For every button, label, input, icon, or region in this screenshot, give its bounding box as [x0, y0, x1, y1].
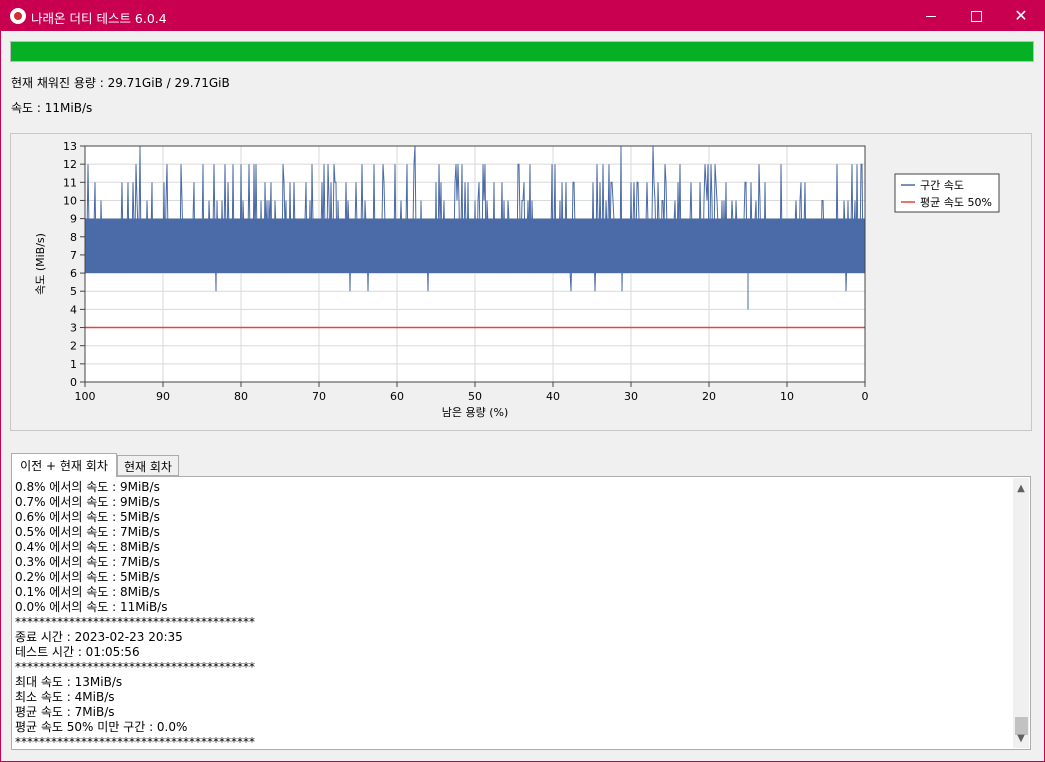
- legend-label: 평균 속도 50%: [920, 196, 992, 209]
- y-tick-label: 7: [70, 249, 77, 262]
- log-line: 0.4% 에서의 속도 : 8MiB/s: [15, 540, 160, 554]
- log-line: 0.8% 에서의 속도 : 9MiB/s: [15, 480, 160, 494]
- y-tick-label: 13: [63, 140, 77, 153]
- log-scrollbar[interactable]: ▲ ▼: [1013, 478, 1029, 748]
- log-line: 0.3% 에서의 속도 : 7MiB/s: [15, 555, 160, 569]
- log-lines: 0.8% 에서의 속도 : 9MiB/s 0.7% 에서의 속도 : 9MiB/s…: [15, 480, 255, 749]
- minimize-button[interactable]: [908, 1, 954, 31]
- y-tick-label: 2: [70, 340, 77, 353]
- scroll-thumb[interactable]: [1015, 717, 1028, 735]
- log-line: 0.5% 에서의 속도 : 7MiB/s: [15, 525, 160, 539]
- log-textbox[interactable]: 0.8% 에서의 속도 : 9MiB/s 0.7% 에서의 속도 : 9MiB/s…: [11, 476, 1031, 750]
- tab-current[interactable]: 현재 회차: [117, 455, 179, 476]
- scroll-down-arrow-icon[interactable]: ▼: [1017, 732, 1025, 744]
- progress-fill: [11, 42, 1033, 61]
- log-line: 평균 속도 : 7MiB/s: [15, 705, 115, 719]
- log-line: 최소 속도 : 4MiB/s: [15, 690, 115, 704]
- y-tick-label: 9: [70, 213, 77, 226]
- log-line: 0.1% 에서의 속도 : 8MiB/s: [15, 585, 160, 599]
- log-line: 평균 속도 50% 미만 구간 : 0.0%: [15, 720, 188, 734]
- app-logo-icon: [10, 8, 26, 24]
- x-tick-label: 50: [468, 390, 482, 403]
- y-tick-label: 3: [70, 322, 77, 335]
- y-tick-label: 6: [70, 267, 77, 280]
- x-axis-label: 남은 용량 (%): [442, 406, 509, 419]
- x-tick-label: 60: [390, 390, 404, 403]
- y-tick-label: 0: [70, 376, 77, 389]
- scroll-up-arrow-icon[interactable]: ▲: [1017, 482, 1025, 494]
- speed-chart-panel: 0 1 2 3 4 5 6 7 8 9 10 11 12 13 100 90 80 70 60 50 40 30 20 10 0…: [10, 133, 1032, 431]
- log-line: 0.0% 에서의 속도 : 11MiB/s: [15, 600, 168, 614]
- log-line: 최대 속도 : 13MiB/s: [15, 675, 123, 689]
- x-tick-label: 90: [156, 390, 170, 403]
- x-tick-label: 30: [624, 390, 638, 403]
- log-line: 0.2% 에서의 속도 : 5MiB/s: [15, 570, 160, 584]
- y-tick-label: 5: [70, 285, 77, 298]
- y-tick-label: 8: [70, 231, 77, 244]
- close-button[interactable]: ✕: [998, 1, 1044, 31]
- log-line: ****************************************: [15, 615, 255, 629]
- speed-series-line: [84, 145, 865, 292]
- maximize-button[interactable]: [953, 1, 999, 31]
- x-tick-label: 70: [312, 390, 326, 403]
- x-tick-label: 0: [862, 390, 869, 403]
- minimize-icon: [926, 15, 936, 17]
- y-axis-label: 속도 (MiB/s): [34, 233, 47, 295]
- log-line: 0.6% 에서의 속도 : 5MiB/s: [15, 510, 160, 524]
- x-tick-label: 40: [546, 390, 560, 403]
- log-line: 종료 시간 : 2023-02-23 20:35: [15, 630, 183, 644]
- x-tick-label: 100: [75, 390, 96, 403]
- x-tick-label: 10: [780, 390, 794, 403]
- x-tick-label: 80: [234, 390, 248, 403]
- legend-box: [894, 173, 1000, 213]
- plot-frame: [84, 145, 866, 383]
- title-bar[interactable]: 나래온 더티 테스트 6.0.4 ✕: [1, 1, 1044, 31]
- window-title: 나래온 더티 테스트 6.0.4: [31, 11, 167, 26]
- x-tick-label: 20: [702, 390, 716, 403]
- log-line: ****************************************: [15, 660, 255, 674]
- y-tick-label: 11: [63, 176, 77, 189]
- tab-previous-and-current[interactable]: 이전 + 현재 회차: [11, 453, 117, 477]
- fill-progress-bar: [10, 41, 1034, 62]
- current-speed-label: 속도 : 11MiB/s: [11, 101, 93, 115]
- close-icon: ✕: [1014, 6, 1028, 25]
- y-tick-label: 1: [70, 358, 77, 371]
- y-tick-label: 12: [63, 158, 77, 171]
- log-line: 테스트 시간 : 01:05:56: [15, 645, 140, 659]
- log-line: 0.7% 에서의 속도 : 9MiB/s: [15, 495, 160, 509]
- legend-label: 구간 속도: [920, 179, 964, 192]
- filled-capacity-label: 현재 채워진 용량 : 29.71GiB / 29.71GiB: [11, 76, 230, 90]
- y-tick-label: 4: [70, 303, 77, 316]
- log-line: ****************************************: [15, 735, 255, 749]
- maximize-icon: [970, 10, 982, 22]
- y-tick-label: 10: [63, 194, 77, 207]
